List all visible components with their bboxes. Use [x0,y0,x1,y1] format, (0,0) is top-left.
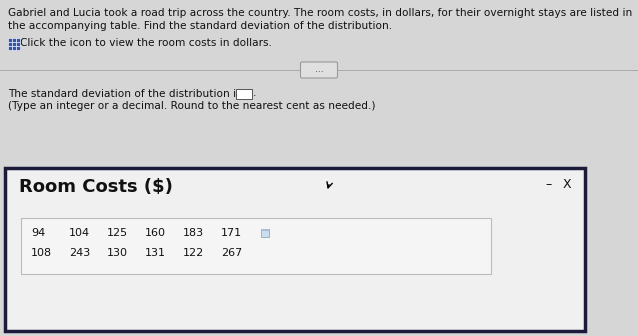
Bar [261,229,269,237]
Text: 104: 104 [69,228,90,238]
FancyBboxPatch shape [300,62,338,78]
Bar [8,38,11,42]
Bar [16,46,20,49]
Text: the accompanying table. Find the standard deviation of the distribution.: the accompanying table. Find the standar… [8,21,392,31]
Text: X: X [563,178,572,191]
Bar [16,38,20,42]
FancyBboxPatch shape [5,168,585,331]
Bar [8,42,11,45]
Text: 160: 160 [145,228,166,238]
Bar [236,89,252,99]
Bar [261,229,269,231]
Bar [12,38,15,42]
Text: 130: 130 [107,248,128,258]
Text: (Type an integer or a decimal. Round to the nearest cent as needed.): (Type an integer or a decimal. Round to … [8,101,376,111]
Bar [21,218,491,274]
Text: 125: 125 [107,228,128,238]
Text: Gabriel and Lucia took a road trip across the country. The room costs, in dollar: Gabriel and Lucia took a road trip acros… [8,8,632,18]
Text: The standard deviation of the distribution is $: The standard deviation of the distributi… [8,88,252,98]
Text: 183: 183 [183,228,204,238]
Text: 171: 171 [221,228,242,238]
Bar [12,42,15,45]
Text: 243: 243 [69,248,90,258]
Bar [12,46,15,49]
Bar [8,46,11,49]
Text: .: . [253,88,256,98]
Text: 122: 122 [183,248,204,258]
Bar [16,42,20,45]
Text: 108: 108 [31,248,52,258]
Text: Room Costs ($): Room Costs ($) [19,178,173,196]
Text: ...: ... [315,66,323,75]
Text: 94: 94 [31,228,45,238]
Text: –: – [545,178,551,191]
Text: Click the icon to view the room costs in dollars.: Click the icon to view the room costs in… [20,38,272,48]
Text: 267: 267 [221,248,242,258]
Text: 131: 131 [145,248,166,258]
